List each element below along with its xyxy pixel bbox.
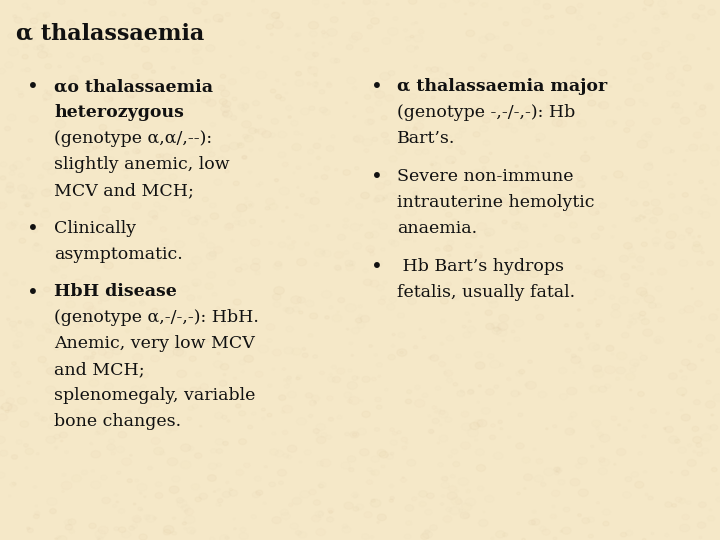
- Text: fetalis, usually fatal.: fetalis, usually fatal.: [397, 284, 575, 300]
- Text: asymptomatic.: asymptomatic.: [54, 246, 183, 262]
- Text: Bart’s.: Bart’s.: [397, 130, 456, 147]
- Text: splenomegaly, variable: splenomegaly, variable: [54, 387, 256, 404]
- Text: slightly anemic, low: slightly anemic, low: [54, 156, 230, 173]
- Text: bone changes.: bone changes.: [54, 413, 181, 430]
- Text: anaemia.: anaemia.: [397, 220, 477, 237]
- Text: Anemic, very low MCV: Anemic, very low MCV: [54, 335, 255, 352]
- Text: •: •: [27, 284, 39, 302]
- Text: αo thalassaemia: αo thalassaemia: [54, 78, 213, 95]
- Text: intrauterine hemolytic: intrauterine hemolytic: [397, 194, 595, 211]
- Text: •: •: [27, 78, 39, 97]
- Text: and MCH;: and MCH;: [54, 361, 145, 378]
- Text: (genotype α,-/-,-): HbH.: (genotype α,-/-,-): HbH.: [54, 309, 259, 326]
- Text: •: •: [371, 78, 382, 97]
- Text: heterozygous: heterozygous: [54, 104, 184, 121]
- Text: Clinically: Clinically: [54, 220, 136, 237]
- Text: (genotype α,α/,--):: (genotype α,α/,--):: [54, 130, 212, 147]
- Text: MCV and MCH;: MCV and MCH;: [54, 182, 194, 199]
- Text: •: •: [27, 220, 39, 239]
- Text: α thalassaemia: α thalassaemia: [16, 23, 204, 45]
- Text: HbH disease: HbH disease: [54, 284, 177, 300]
- Text: •: •: [371, 258, 382, 276]
- Text: •: •: [371, 168, 382, 187]
- Text: α thalassaemia major: α thalassaemia major: [397, 78, 608, 95]
- Text: (genotype -,-/-,-): Hb: (genotype -,-/-,-): Hb: [397, 104, 576, 121]
- Text: Severe non-immune: Severe non-immune: [397, 168, 574, 185]
- Text: Hb Bart’s hydrops: Hb Bart’s hydrops: [397, 258, 564, 274]
